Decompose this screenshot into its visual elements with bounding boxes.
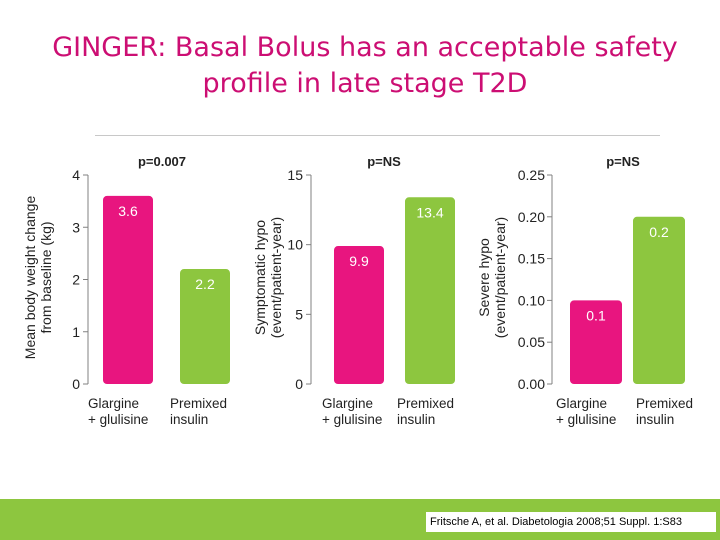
citation: Fritsche A, et al. Diabetologia 2008;51 …	[426, 512, 716, 532]
category-label: Glargine	[88, 396, 139, 411]
y-tick-label: 4	[72, 167, 80, 183]
y-axis-label-line: (event/patient-year)	[268, 217, 284, 338]
category-label: Glargine	[322, 396, 373, 411]
bar-value-label: 2.2	[195, 276, 215, 292]
y-tick-label: 3	[72, 219, 80, 235]
slide-title-line-1: GINGER: Basal Bolus has an acceptable sa…	[52, 32, 678, 63]
slide-title-line-2: profile in late stage T2D	[202, 68, 528, 99]
category-label: + glulisine	[88, 412, 148, 427]
y-tick-label: 0.20	[518, 209, 545, 225]
category-label: insulin	[397, 412, 435, 427]
bar-premixed-insulin	[405, 197, 455, 384]
y-axis-label-3: Severe hypo(event/patient-year)	[476, 217, 508, 338]
category-label: insulin	[170, 412, 208, 427]
y-tick-label: 0.25	[518, 167, 545, 183]
bar-charts: 0 1 2 3 4 Mean body weight changefrom baselin…	[22, 154, 693, 427]
y-tick-label: 0.10	[518, 292, 545, 308]
y-tick-label: 2	[72, 272, 80, 288]
y-axis-label-line: (event/patient-year)	[492, 217, 508, 338]
category-label: + glulisine	[556, 412, 616, 427]
bar-value-label: 3.6	[118, 203, 138, 219]
y-axis-label-1: Mean body weight changefrom baseline (kg…	[22, 196, 54, 360]
y-axis-label-line: from baseline (kg)	[38, 221, 54, 333]
p-value-annotation: p=0.007	[138, 154, 186, 169]
category-label: insulin	[636, 412, 674, 427]
title-divider	[95, 135, 660, 136]
bar-glargine-glulisine	[570, 300, 622, 384]
y-tick-label: 0.00	[518, 376, 545, 392]
y-tick-label: 5	[295, 306, 303, 322]
y-tick-label: 15	[287, 167, 303, 183]
category-label: Premixed	[397, 396, 454, 411]
slide-title: GINGER: Basal Bolus has an acceptable sa…	[20, 30, 710, 102]
bar-value-label: 0.1	[586, 307, 606, 323]
bar-premixed-insulin	[633, 216, 685, 384]
y-axis-label-line: Severe hypo	[476, 238, 492, 317]
p-value-annotation: p=NS	[606, 154, 640, 169]
y-tick-label: 0	[295, 376, 303, 392]
y-axis-label-2: Symptomatic hypo(event/patient-year)	[252, 217, 284, 338]
y-axis-label-line: Symptomatic hypo	[252, 220, 268, 335]
p-value-annotation: p=NS	[367, 154, 401, 169]
y-axis-label-line: Mean body weight change	[22, 196, 38, 360]
bar-glargine-glulisine	[103, 195, 153, 384]
y-tick-label: 0.05	[518, 334, 545, 350]
bar-value-label: 13.4	[416, 204, 443, 220]
y-tick-label: 0.15	[518, 251, 545, 267]
category-label: Premixed	[170, 396, 227, 411]
bar-glargine-glulisine	[334, 246, 384, 384]
y-tick-label: 1	[72, 324, 80, 340]
category-label: + glulisine	[322, 412, 382, 427]
y-tick-label: 10	[287, 237, 303, 253]
bar-value-label: 0.2	[649, 224, 669, 240]
category-label: Glargine	[556, 396, 607, 411]
y-tick-label: 0	[72, 376, 80, 392]
category-label: Premixed	[636, 396, 693, 411]
bar-premixed-insulin	[180, 269, 230, 384]
bar-value-label: 9.9	[349, 253, 369, 269]
